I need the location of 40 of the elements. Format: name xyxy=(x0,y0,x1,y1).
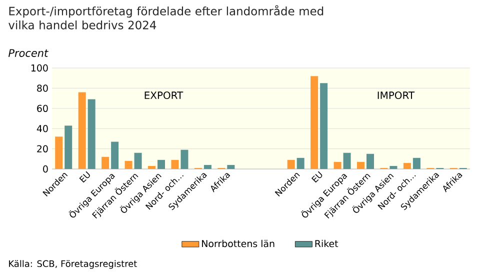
x-tick-label: EU xyxy=(79,171,90,183)
bar xyxy=(102,156,110,169)
bar xyxy=(204,164,212,169)
bar xyxy=(78,92,86,169)
bar xyxy=(124,160,132,169)
chart-subtitle: Procent xyxy=(8,49,48,57)
bar xyxy=(412,158,420,169)
chart-title: Export-/importföretag fördelade efter landområde med vilka handel bedrivs 2024 xyxy=(8,5,324,30)
bar xyxy=(134,152,142,169)
legend-label: Riket xyxy=(315,240,338,248)
y-tick-label: 20 xyxy=(37,145,48,152)
bar xyxy=(296,158,304,169)
bar xyxy=(88,99,96,169)
y-tick-label: 100 xyxy=(31,64,48,72)
bar xyxy=(357,162,365,169)
x-tick-label: EU xyxy=(311,171,322,183)
text: Källa: SCB, Företagsregistret xyxy=(9,260,137,269)
bar xyxy=(310,76,318,169)
bar xyxy=(343,152,351,169)
bar xyxy=(111,142,119,169)
bar xyxy=(55,136,63,169)
y-tick-label: 60 xyxy=(37,104,48,112)
bar xyxy=(180,150,188,169)
annotation: EXPORT xyxy=(144,91,184,100)
bar xyxy=(390,166,398,169)
bar xyxy=(64,126,72,169)
y-tick-label: 40 xyxy=(36,125,48,132)
bar xyxy=(171,160,179,169)
bar xyxy=(157,160,165,169)
bar xyxy=(334,162,342,169)
y-tick-label: 80 xyxy=(37,84,48,92)
bar xyxy=(287,160,295,169)
legend-label: Norrbottens län xyxy=(202,240,274,248)
annotation: IMPORT xyxy=(378,91,415,100)
y-tick-label: 0 xyxy=(43,165,48,173)
bar xyxy=(227,164,235,169)
bar xyxy=(148,166,156,169)
bar xyxy=(403,162,411,169)
bar xyxy=(320,83,328,169)
bar xyxy=(366,154,374,169)
